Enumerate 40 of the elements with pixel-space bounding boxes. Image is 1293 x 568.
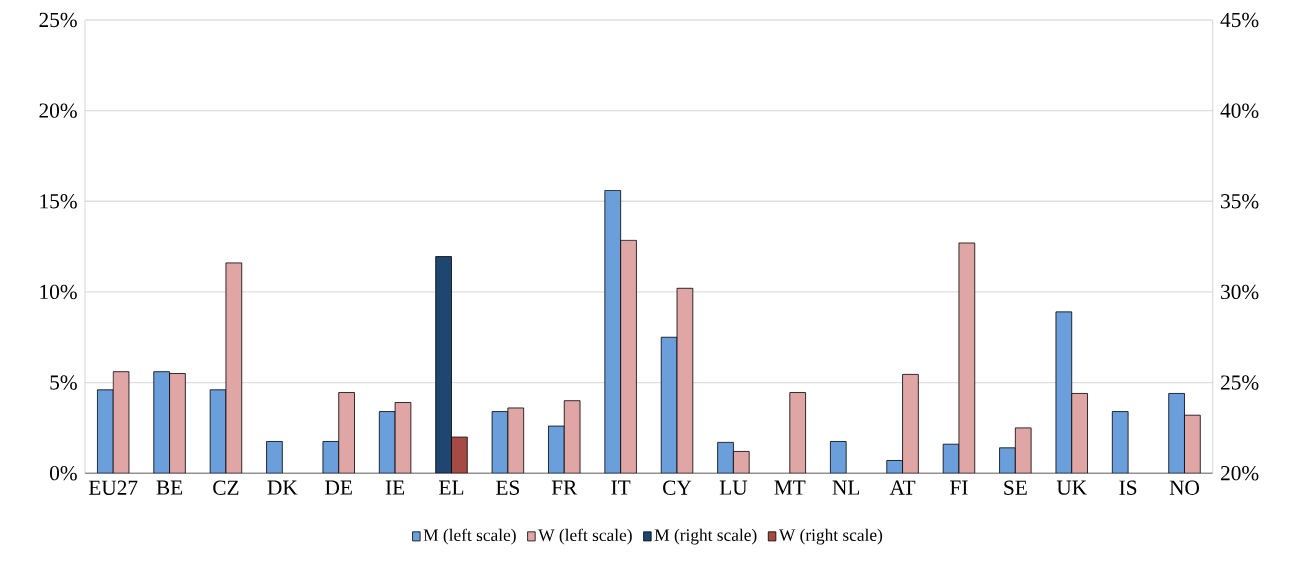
y2-tick-label: 30% bbox=[1221, 284, 1259, 300]
x-tick-label: LU bbox=[719, 480, 748, 495]
x-tick-label: CZ bbox=[213, 480, 239, 495]
x-tick-label: FI bbox=[950, 480, 968, 495]
x-tick-label: NL bbox=[832, 480, 860, 495]
y2-tick-label: 35% bbox=[1221, 194, 1259, 209]
legend-label: M (right scale) bbox=[654, 528, 757, 545]
x-tick-label: IT bbox=[611, 480, 631, 495]
y-tick-label: 10% bbox=[40, 284, 77, 300]
bar bbox=[1111, 411, 1129, 474]
legend-label: W (left scale) bbox=[538, 528, 632, 545]
y-tick-label: 0% bbox=[50, 466, 77, 481]
x-tick-label: MT bbox=[774, 480, 806, 495]
bar bbox=[789, 392, 806, 474]
x-tick-label: IE bbox=[385, 480, 405, 495]
x-tick-label: FR bbox=[551, 480, 578, 495]
x-tick-label: ES bbox=[496, 480, 519, 495]
y2-tick-label: 40% bbox=[1220, 103, 1259, 118]
bar bbox=[266, 441, 283, 474]
bar bbox=[830, 441, 847, 474]
x-tick-label: EL bbox=[439, 480, 464, 495]
y-tick-label: 25% bbox=[39, 12, 77, 28]
y-tick-label: 5% bbox=[50, 375, 77, 390]
x-tick-label: UK bbox=[1056, 480, 1087, 495]
x-tick-label: DE bbox=[325, 480, 352, 495]
y-tick-label: 20% bbox=[39, 103, 77, 118]
x-tick-label: NO bbox=[1169, 480, 1200, 495]
x-tick-label: EU27 bbox=[88, 480, 138, 495]
x-tick-label: SE bbox=[1004, 480, 1027, 495]
legend-label: M (left scale) bbox=[423, 528, 516, 545]
x-tick-label: DK bbox=[267, 480, 298, 495]
x-tick-label: BE bbox=[156, 480, 183, 495]
y2-tick-label: 20% bbox=[1221, 466, 1259, 481]
x-tick-label: AT bbox=[889, 480, 916, 495]
x-tick-label: CY bbox=[663, 480, 692, 495]
y2-tick-label: 25% bbox=[1221, 375, 1259, 390]
x-tick-label: IS bbox=[1119, 480, 1137, 495]
y-tick-label: 15% bbox=[40, 194, 77, 209]
legend-label: W (right scale) bbox=[778, 528, 883, 545]
y2-tick-label: 45% bbox=[1220, 12, 1259, 28]
